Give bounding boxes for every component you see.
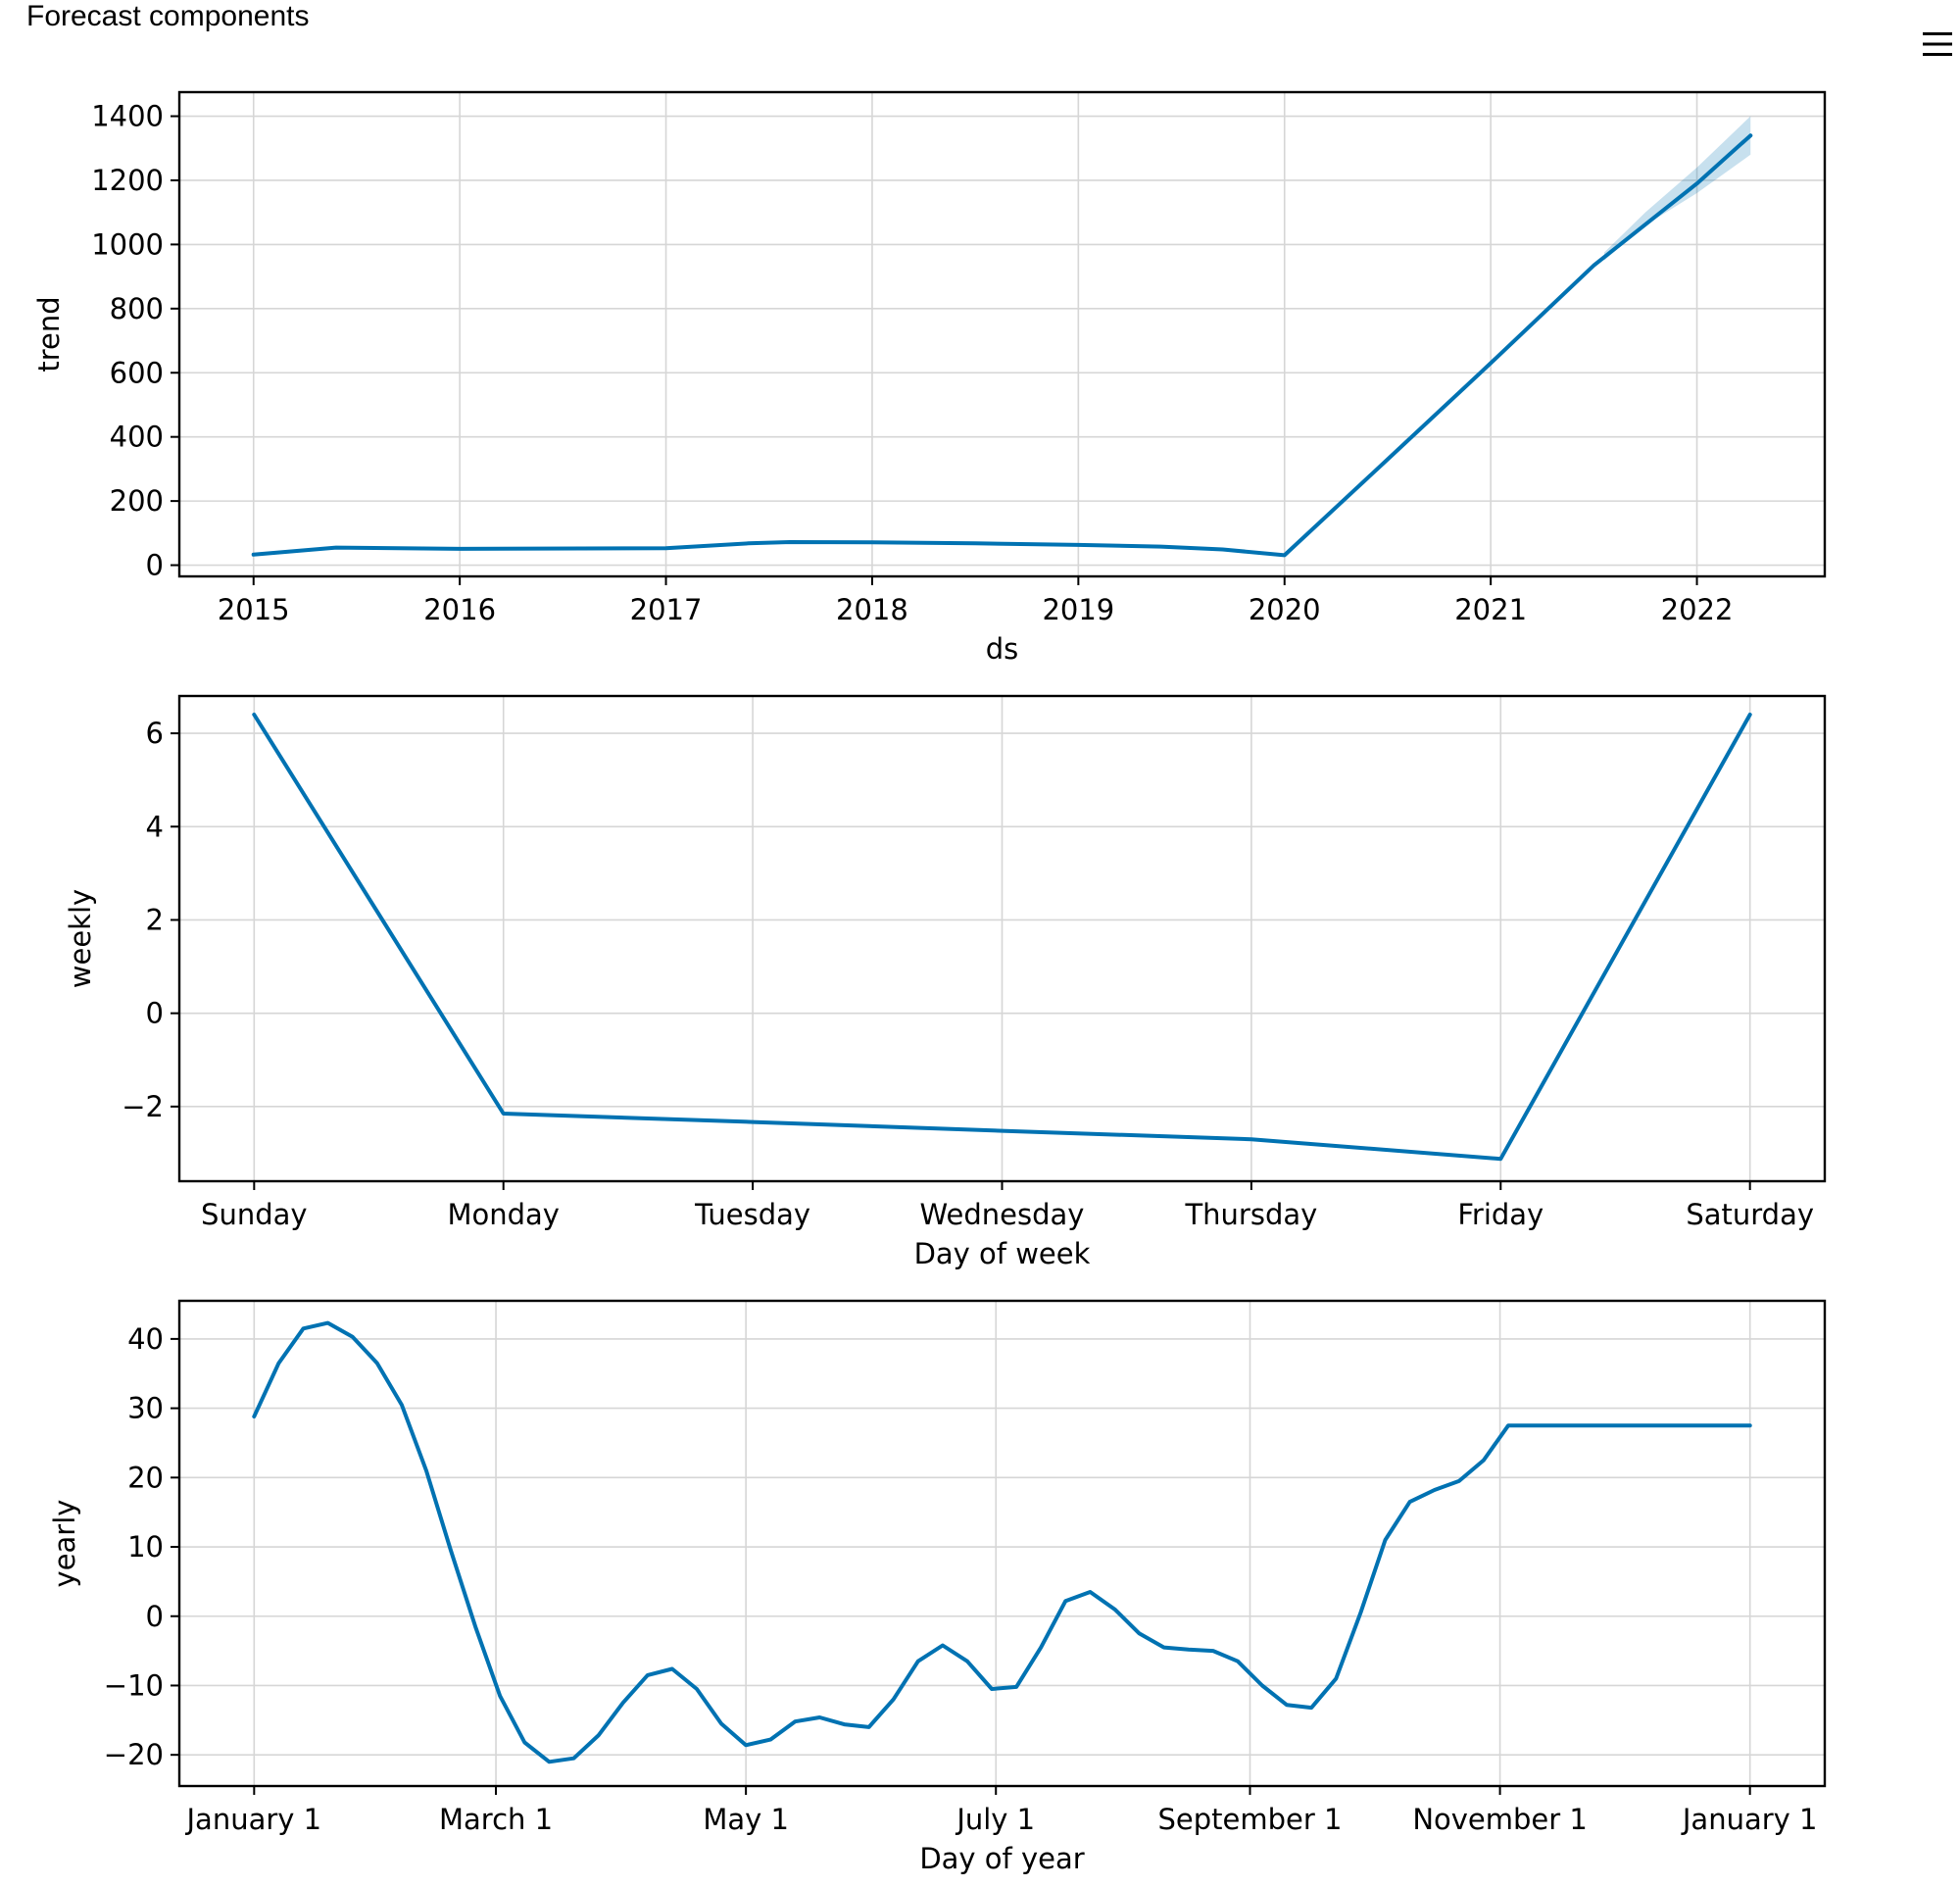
y-tick-label: 600 [110, 356, 164, 389]
y-tick-label: 0 [146, 1600, 164, 1633]
y-tick-label: 0 [146, 997, 164, 1030]
y-tick-label: 1200 [91, 164, 164, 197]
y-tick-label: 20 [127, 1461, 164, 1494]
y-tick-label: 2 [146, 903, 164, 936]
series-line-trend [251, 133, 1753, 558]
x-tick-label: March 1 [439, 1803, 553, 1836]
x-tick-label: Tuesday [694, 1198, 810, 1231]
y-tick-label: −20 [104, 1738, 164, 1771]
uncertainty-band [1603, 116, 1751, 261]
y-tick-label: 4 [146, 810, 164, 843]
y-tick-label: 800 [110, 292, 164, 325]
y-tick-label: 200 [110, 484, 164, 518]
x-tick-label: January 1 [1681, 1803, 1818, 1836]
x-tick-label: 2022 [1661, 593, 1734, 626]
x-tick-label: September 1 [1158, 1803, 1343, 1836]
x-tick-label: Monday [447, 1198, 560, 1231]
x-tick-label: 2015 [218, 593, 290, 626]
x-tick-label: 2019 [1042, 593, 1114, 626]
plot-frame [177, 1299, 1827, 1788]
x-tick-label: November 1 [1412, 1803, 1588, 1836]
y-axis-label: weekly [64, 889, 97, 988]
chart-panel-trend: 2015 2016 2017 2018 2019 2020 2021 2022 0 200 400 6… [32, 90, 1827, 666]
y-axis-label: yearly [48, 1500, 81, 1588]
plot-frame [177, 90, 1827, 578]
x-tick-label: Friday [1457, 1198, 1544, 1231]
x-tick-label: Saturday [1686, 1198, 1814, 1231]
x-tick-label: Thursday [1184, 1198, 1317, 1231]
y-tick-label: 6 [146, 717, 164, 750]
y-tick-label: 1000 [91, 227, 164, 261]
y-tick-label: 10 [127, 1530, 164, 1564]
y-tick-label: 400 [110, 421, 164, 454]
page-title: Forecast components [26, 0, 310, 32]
y-tick-label: 30 [127, 1392, 164, 1425]
x-tick-label: Wednesday [920, 1198, 1085, 1231]
chart-panel-yearly: January 1 March 1 May 1 July 1 September 1 No… [48, 1299, 1827, 1875]
hamburger-menu-icon[interactable] [1917, 24, 1958, 65]
x-tick-label: 2021 [1454, 593, 1527, 626]
x-tick-label: May 1 [703, 1803, 789, 1836]
x-tick-label: Sunday [201, 1198, 308, 1231]
chart-panel-weekly: Sunday Monday Tuesday Wednesday Thursday Frid… [64, 694, 1827, 1270]
y-tick-label: 1400 [91, 100, 164, 133]
y-tick-label: −2 [122, 1090, 164, 1123]
x-tick-label: 2016 [423, 593, 496, 626]
x-tick-label: July 1 [955, 1803, 1035, 1836]
y-tick-label: −10 [104, 1668, 164, 1702]
series-line-yearly [252, 1320, 1752, 1764]
y-tick-label: 0 [146, 549, 164, 582]
x-tick-label: 2018 [836, 593, 908, 626]
x-tick-label: 2017 [630, 593, 703, 626]
x-axis-label: Day of week [914, 1237, 1091, 1270]
y-tick-label: 40 [127, 1322, 164, 1356]
y-axis-label: trend [32, 296, 66, 372]
x-axis-label: ds [986, 632, 1019, 666]
x-tick-label: 2020 [1249, 593, 1321, 626]
x-tick-label: January 1 [185, 1803, 322, 1836]
series-line-weekly [252, 713, 1752, 1162]
x-axis-label: Day of year [919, 1842, 1084, 1875]
